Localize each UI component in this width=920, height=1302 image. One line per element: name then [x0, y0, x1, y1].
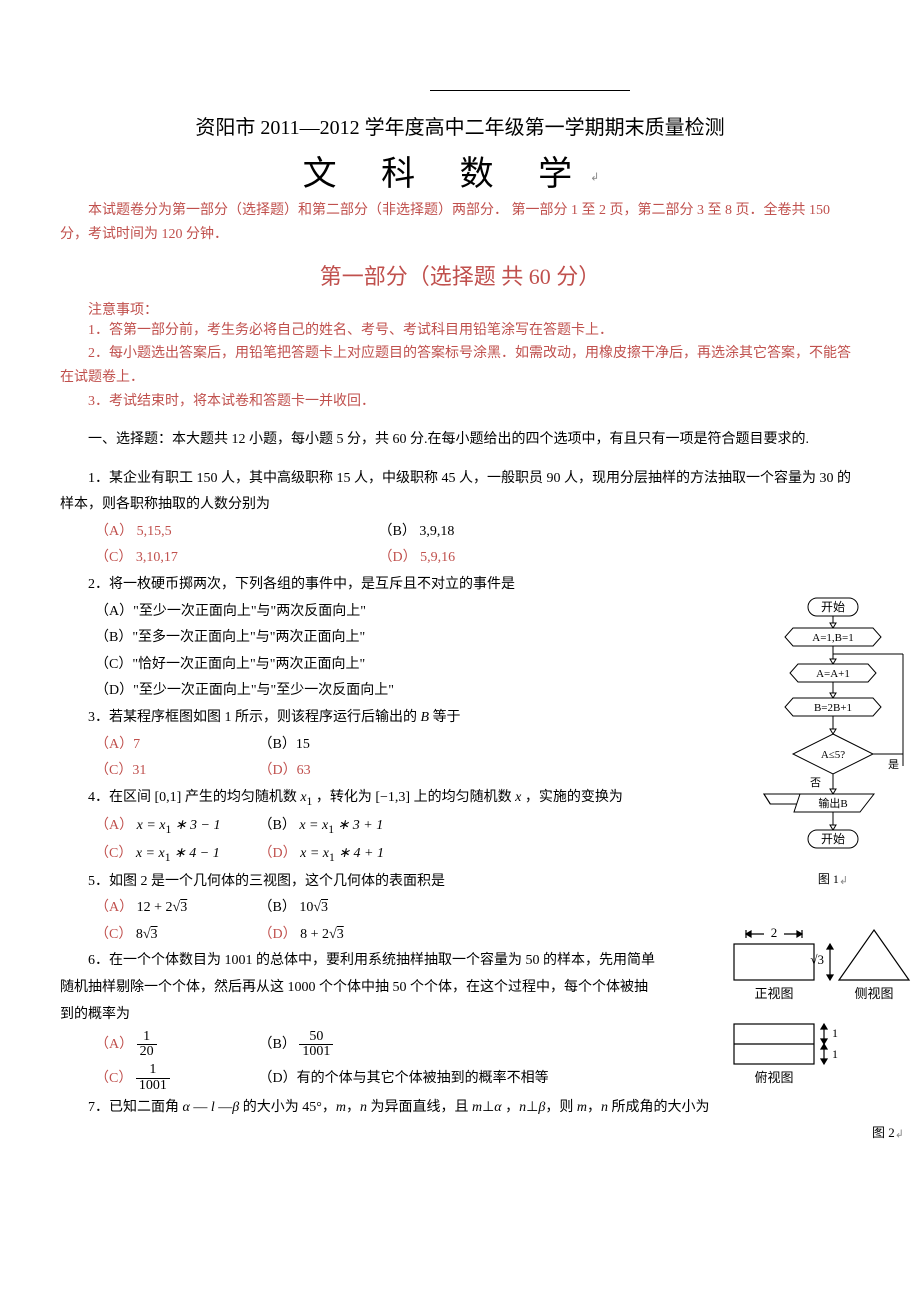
flowchart-icon: 开始 A=1,B=1 A=A+1 B=2B+1 A≤5?	[758, 596, 908, 866]
q4-A: （A） x = x1 ∗ 3 − 1	[95, 813, 255, 841]
q3-A: （A）7	[95, 732, 255, 759]
fig2-top: 俯视图	[754, 1070, 793, 1085]
title-main: 资阳市 2011—2012 学年度高中二年级第一学期期末质量检测	[60, 111, 860, 140]
q3-stem-b: 等于	[429, 710, 461, 725]
three-view-icon: 2 正视图 √3 侧视图 1	[724, 920, 914, 1120]
figure-2: 2 正视图 √3 侧视图 1	[724, 920, 914, 1141]
q1-row1: （A） 5,15,5 （B） 3,9,18	[60, 519, 860, 546]
q6-B-d: 1001	[299, 1045, 333, 1060]
q6-A: （A） 120	[95, 1028, 255, 1062]
q6-D: （D）有的个体与其它个体被抽到的概率不相等	[259, 1062, 549, 1096]
q3-stem-a: 3．若某程序框图如图 1 所示，则该程序运行后输出的	[88, 710, 421, 725]
q3-row2: （C）31 （D）63	[60, 758, 860, 785]
q5-C-pre: （C）	[95, 927, 136, 942]
q6-D-text: （D）有的个体与其它个体被抽到的概率不相等	[259, 1071, 549, 1086]
header-rule	[430, 90, 630, 91]
fc-end: 开始	[821, 832, 845, 846]
fig2-front: 正视图	[754, 986, 793, 1001]
q4-A-pre: （A）	[95, 818, 137, 833]
block1-head: 一、选择题：本大题共 12 小题，每小题 5 分，共 60 分.在每小题给出的四…	[60, 428, 860, 452]
q6-B-n: 50	[299, 1030, 333, 1046]
q1-row2: （C） 3,10,17 （D） 5,9,16	[60, 545, 860, 572]
title-sub: 文 科 数 学↲	[60, 146, 860, 195]
q5-A: （A） 12 + 2√3	[95, 895, 255, 922]
q3-row1: （A）7 （B）15	[60, 732, 860, 759]
q6-C-n: 1	[136, 1063, 170, 1079]
q1-C: （C） 3,10,17	[95, 545, 375, 572]
figure-1: 开始 A=1,B=1 A=A+1 B=2B+1 A≤5?	[758, 596, 908, 887]
title-sub-text: 文 科 数 学	[303, 156, 591, 193]
fig1-caption: 图 1↲	[758, 870, 908, 887]
q3-var: B	[421, 710, 430, 725]
intro-text: 本试题卷分为第一部分（选择题）和第二部分（非选择题）两部分． 第一部分 1 至 …	[60, 199, 860, 247]
svg-text:1: 1	[832, 1026, 838, 1040]
q5-D: （D） 8 + 2√3	[259, 922, 344, 949]
q4-D-pre: （D）	[259, 846, 301, 861]
q5-C: （C） 8√3	[95, 922, 255, 949]
q3-stem: 3．若某程序框图如图 1 所示，则该程序运行后输出的 B 等于	[60, 705, 860, 732]
q2-A: （A）"至少一次正面向上"与"两次反面向上"	[60, 599, 860, 626]
svg-text:1: 1	[832, 1047, 838, 1061]
q1-stem: 1．某企业有职工 150 人，其中高级职称 15 人，中级职称 45 人，一般职…	[60, 466, 860, 519]
svg-text:√3: √3	[810, 952, 824, 967]
q5-D-pre: （D）	[259, 927, 301, 942]
fc-yes: 是	[888, 758, 899, 771]
q6-B-pre: （B）	[259, 1037, 300, 1052]
q6-C-d: 1001	[136, 1079, 170, 1094]
notice-3: 3．考试结束时，将本试卷和答题卡一并收回．	[60, 390, 860, 414]
fc-out: 输出B	[818, 796, 847, 810]
notice-2: 2．每小题选出答案后，用铅笔把答题卡上对应题目的答案标号涂黑．如需改动，用橡皮擦…	[60, 342, 860, 390]
q4-B-pre: （B）	[259, 818, 300, 833]
q4-B: （B） x = x1 ∗ 3 + 1	[259, 813, 384, 841]
q6-C-pre: （C）	[95, 1071, 136, 1086]
q5-stem: 5．如图 2 是一个几何体的三视图，这个几何体的表面积是	[60, 869, 860, 896]
q2-B: （B）"至多一次正面向上"与"两次正面向上"	[60, 625, 860, 652]
fig2-caption: 图 2↲	[724, 1122, 914, 1141]
fc-start: 开始	[821, 600, 845, 614]
q2-C: （C）"恰好一次正面向上"与"两次正面向上"	[60, 652, 860, 679]
return-icon: ↲	[590, 172, 617, 184]
fig2-side: 侧视图	[854, 986, 893, 1001]
notice-head: 注意事项：	[60, 299, 860, 319]
q5-A-pre: （A）	[95, 900, 137, 915]
q3-C: （C）31	[95, 758, 255, 785]
fc-step1: A=A+1	[816, 668, 850, 680]
fc-no: 否	[810, 777, 821, 789]
return-icon: ↲	[839, 875, 848, 887]
q6-A-n: 1	[137, 1030, 157, 1046]
q2-stem: 2．将一枚硬币掷两次，下列各组的事件中，是互斥且不对立的事件是	[60, 572, 860, 599]
q5-row1: （A） 12 + 2√3 （B） 10√3	[60, 895, 860, 922]
fc-init: A=1,B=1	[812, 632, 853, 644]
q5-B-pre: （B）	[259, 900, 300, 915]
q4-stem: 4．在区间 [0,1] 产生的均匀随机数 x1 ，转化为 [−1,3] 上的均匀…	[60, 785, 860, 813]
q4-C: （C） x = x1 ∗ 4 − 1	[95, 841, 255, 869]
fig2-caption-text: 图 2	[872, 1125, 895, 1140]
fc-step2: B=2B+1	[814, 702, 852, 714]
return-icon: ↲	[895, 1129, 904, 1141]
notice-1: 1．答第一部分前，考生务必将自己的姓名、考号、考试科目用铅笔涂写在答题卡上．	[60, 319, 860, 343]
fc-cond: A≤5?	[821, 749, 845, 761]
q1-B: （B） 3,9,18	[379, 519, 455, 546]
q6-A-pre: （A）	[95, 1037, 137, 1052]
q4-row2: （C） x = x1 ∗ 4 − 1 （D） x = x1 ∗ 4 + 1	[60, 841, 860, 869]
q6-C: （C） 11001	[95, 1062, 255, 1096]
fig1-caption-text: 图 1	[818, 872, 839, 886]
q4-C-pre: （C）	[95, 846, 136, 861]
q6-B: （B） 501001	[259, 1028, 334, 1062]
q4-row1: （A） x = x1 ∗ 3 − 1 （B） x = x1 ∗ 3 + 1	[60, 813, 860, 841]
q3-B: （B）15	[259, 732, 310, 759]
q3-D: （D）63	[259, 758, 311, 785]
q5-B: （B） 10√3	[259, 895, 329, 922]
q4-D: （D） x = x1 ∗ 4 + 1	[259, 841, 385, 869]
q6-A-d: 20	[137, 1045, 157, 1060]
svg-text:2: 2	[771, 925, 778, 940]
section1-head: 第一部分（选择题 共 60 分）	[60, 259, 860, 291]
q1-A: （A） 5,15,5	[95, 519, 375, 546]
q2-D: （D）"至少一次正面向上"与"至少一次反面向上"	[60, 678, 860, 705]
q1-D: （D） 5,9,16	[379, 545, 456, 572]
